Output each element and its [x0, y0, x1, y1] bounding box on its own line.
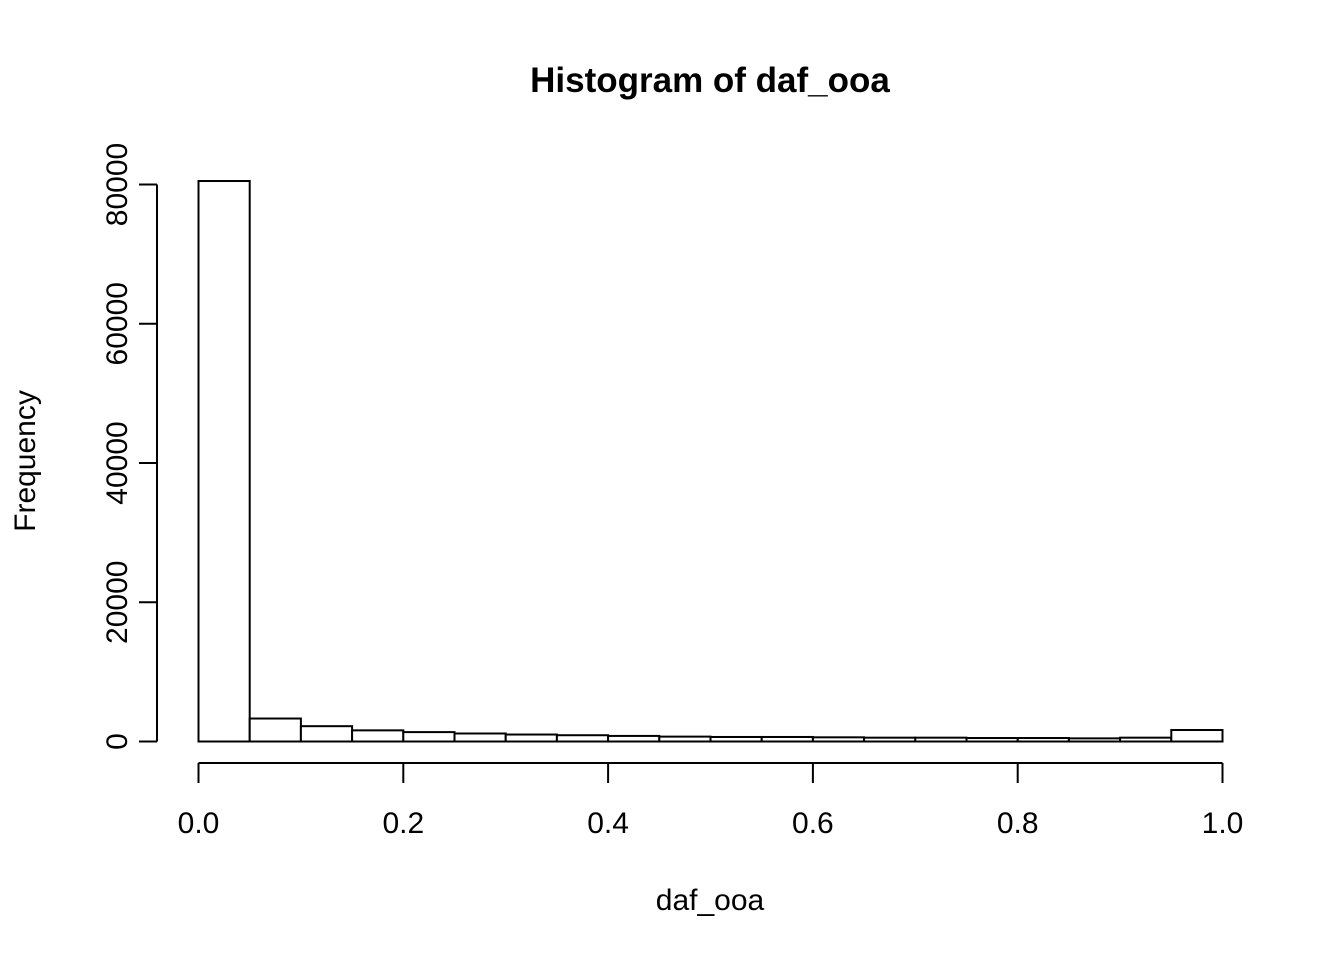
y-axis-label: Frequency [9, 390, 42, 532]
x-tick-label: 1.0 [1202, 807, 1244, 840]
histogram-bars [197, 180, 1224, 743]
x-axis: 0.0 0.2 0.4 0.6 0.8 1.0 [178, 762, 1244, 840]
y-axis: 0 20000 40000 60000 80000 [101, 143, 158, 750]
histogram-bar [504, 733, 558, 743]
histogram-bar [1016, 737, 1070, 743]
histogram-bar [402, 731, 456, 743]
histogram-bar [248, 717, 302, 743]
histogram-bar [1170, 729, 1224, 743]
y-tick-label: 60000 [101, 282, 134, 365]
x-tick-label: 0.4 [587, 807, 629, 840]
x-tick-label: 0.8 [997, 807, 1039, 840]
histogram-bar [863, 736, 917, 743]
histogram-bar [965, 737, 1019, 743]
histogram-bar [914, 736, 968, 743]
histogram-bar [197, 180, 251, 743]
histogram-bar [1119, 736, 1173, 743]
histogram-bar [811, 736, 866, 743]
histogram-bar [760, 735, 814, 743]
x-axis-label: daf_ooa [656, 884, 765, 917]
histogram-bar [709, 735, 763, 743]
histogram-bar [453, 732, 507, 743]
histogram-bar [1067, 737, 1122, 743]
histogram-bar [299, 725, 354, 743]
y-tick-label: 0 [101, 733, 134, 750]
histogram-bar [555, 734, 610, 743]
histogram-bar [607, 734, 661, 743]
y-tick-label: 80000 [101, 143, 134, 226]
chart-title: Histogram of daf_ooa [530, 61, 890, 100]
x-tick-label: 0.2 [382, 807, 424, 840]
x-tick-label: 0.0 [178, 807, 220, 840]
histogram-bar [351, 729, 405, 743]
y-tick-label: 40000 [101, 421, 134, 504]
histogram-bar [658, 735, 712, 743]
x-tick-label: 0.6 [792, 807, 834, 840]
y-tick-label: 20000 [101, 561, 134, 644]
